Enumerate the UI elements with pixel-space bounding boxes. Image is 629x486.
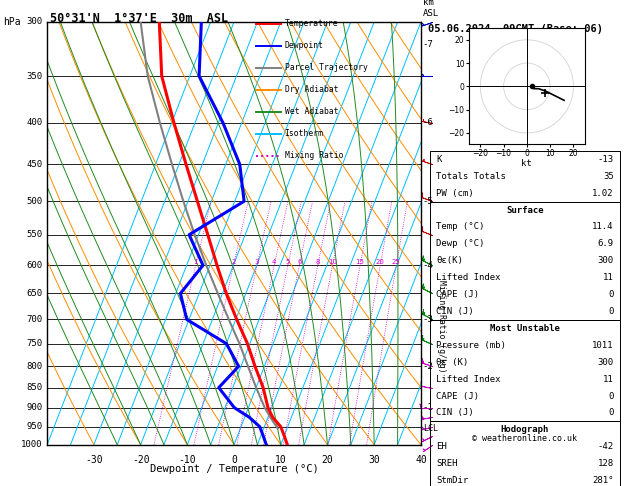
Text: 900: 900 [26,403,43,412]
Text: CAPE (J): CAPE (J) [436,392,479,400]
Text: 35: 35 [603,172,614,181]
Text: hPa: hPa [3,17,21,27]
Bar [430,320,620,421]
Text: θε (K): θε (K) [436,358,468,367]
Text: 300: 300 [26,17,43,26]
Text: 400: 400 [26,119,43,127]
Text: 10: 10 [328,260,337,265]
Text: -1: -1 [423,403,433,412]
Text: 1: 1 [194,260,198,265]
Text: 20: 20 [321,455,333,465]
Text: -3: -3 [423,315,433,324]
Text: 11: 11 [603,375,614,383]
Text: Mixing Ratio: Mixing Ratio [284,152,343,160]
Text: 500: 500 [26,197,43,206]
Text: 1000: 1000 [21,440,43,449]
Text: Isotherm: Isotherm [284,129,323,139]
Text: -5: -5 [423,197,433,206]
Text: -2: -2 [423,362,433,371]
Text: 6: 6 [297,260,301,265]
Text: Dry Adiabat: Dry Adiabat [284,86,338,94]
Text: 700: 700 [26,315,43,324]
Text: 0: 0 [608,392,614,400]
Text: Dewp (°C): Dewp (°C) [436,239,484,248]
Text: 2: 2 [231,260,236,265]
Text: 10: 10 [275,455,287,465]
Text: 750: 750 [26,339,43,348]
Text: CIN (J): CIN (J) [436,307,474,316]
Text: 0: 0 [608,290,614,299]
Text: 40: 40 [415,455,427,465]
Text: K: K [436,155,442,164]
Text: Dewpoint: Dewpoint [284,41,323,51]
Text: 128: 128 [598,459,614,468]
Text: SREH: SREH [436,459,457,468]
Text: Surface: Surface [506,206,543,214]
Bar [430,421,620,486]
Text: 300: 300 [598,358,614,367]
Text: EH: EH [436,442,447,451]
Text: -42: -42 [598,442,614,451]
Text: PW (cm): PW (cm) [436,189,474,198]
X-axis label: Dewpoint / Temperature (°C): Dewpoint / Temperature (°C) [150,464,318,474]
Text: Mixing Ratio (g/kg): Mixing Ratio (g/kg) [437,280,446,373]
Text: 11.4: 11.4 [593,223,614,231]
Text: -10: -10 [179,455,196,465]
Text: -30: -30 [85,455,103,465]
Text: 850: 850 [26,383,43,392]
Text: 5: 5 [286,260,290,265]
Text: 450: 450 [26,160,43,169]
Text: 50°31'N  1°37'E  30m  ASL: 50°31'N 1°37'E 30m ASL [50,12,228,25]
Text: θε(K): θε(K) [436,256,463,265]
Text: 25: 25 [392,260,401,265]
Text: -13: -13 [598,155,614,164]
Text: -7: -7 [423,40,433,49]
Text: 15: 15 [355,260,365,265]
Text: 3: 3 [255,260,259,265]
Text: 950: 950 [26,422,43,431]
Text: km
ASL: km ASL [423,0,439,17]
Text: 1011: 1011 [593,341,614,350]
Text: 05.06.2024  09GMT (Base: 06): 05.06.2024 09GMT (Base: 06) [428,24,603,34]
Text: 650: 650 [26,289,43,298]
Bar [430,151,620,202]
Text: Parcel Trajectory: Parcel Trajectory [284,64,367,72]
Text: 30: 30 [369,455,380,465]
Text: 8: 8 [316,260,320,265]
Text: 0: 0 [231,455,237,465]
Text: StmDir: StmDir [436,476,468,485]
Text: 281°: 281° [593,476,614,485]
Text: 4: 4 [272,260,276,265]
Text: Pressure (mb): Pressure (mb) [436,341,506,350]
Text: Temperature: Temperature [284,19,338,29]
Text: 6.9: 6.9 [598,239,614,248]
Text: 0: 0 [608,408,614,417]
Text: CAPE (J): CAPE (J) [436,290,479,299]
Text: Most Unstable: Most Unstable [490,324,560,333]
Text: -20: -20 [132,455,150,465]
Text: LCL: LCL [423,424,438,433]
Text: Lifted Index: Lifted Index [436,375,501,383]
Text: 350: 350 [26,71,43,81]
Text: -6: -6 [423,119,433,127]
Text: 11: 11 [603,273,614,282]
Text: 600: 600 [26,261,43,270]
Text: CIN (J): CIN (J) [436,408,474,417]
Text: Lifted Index: Lifted Index [436,273,501,282]
Text: 1.02: 1.02 [593,189,614,198]
Text: Temp (°C): Temp (°C) [436,223,484,231]
Bar [430,202,620,320]
Text: -4: -4 [423,261,433,270]
Text: 300: 300 [598,256,614,265]
Text: Totals Totals: Totals Totals [436,172,506,181]
Text: 550: 550 [26,230,43,239]
Text: © weatheronline.co.uk: © weatheronline.co.uk [472,434,577,443]
Text: 800: 800 [26,362,43,371]
Text: Wet Adiabat: Wet Adiabat [284,107,338,117]
Text: 20: 20 [376,260,385,265]
Text: Hodograph: Hodograph [501,425,549,434]
Text: 0: 0 [608,307,614,316]
